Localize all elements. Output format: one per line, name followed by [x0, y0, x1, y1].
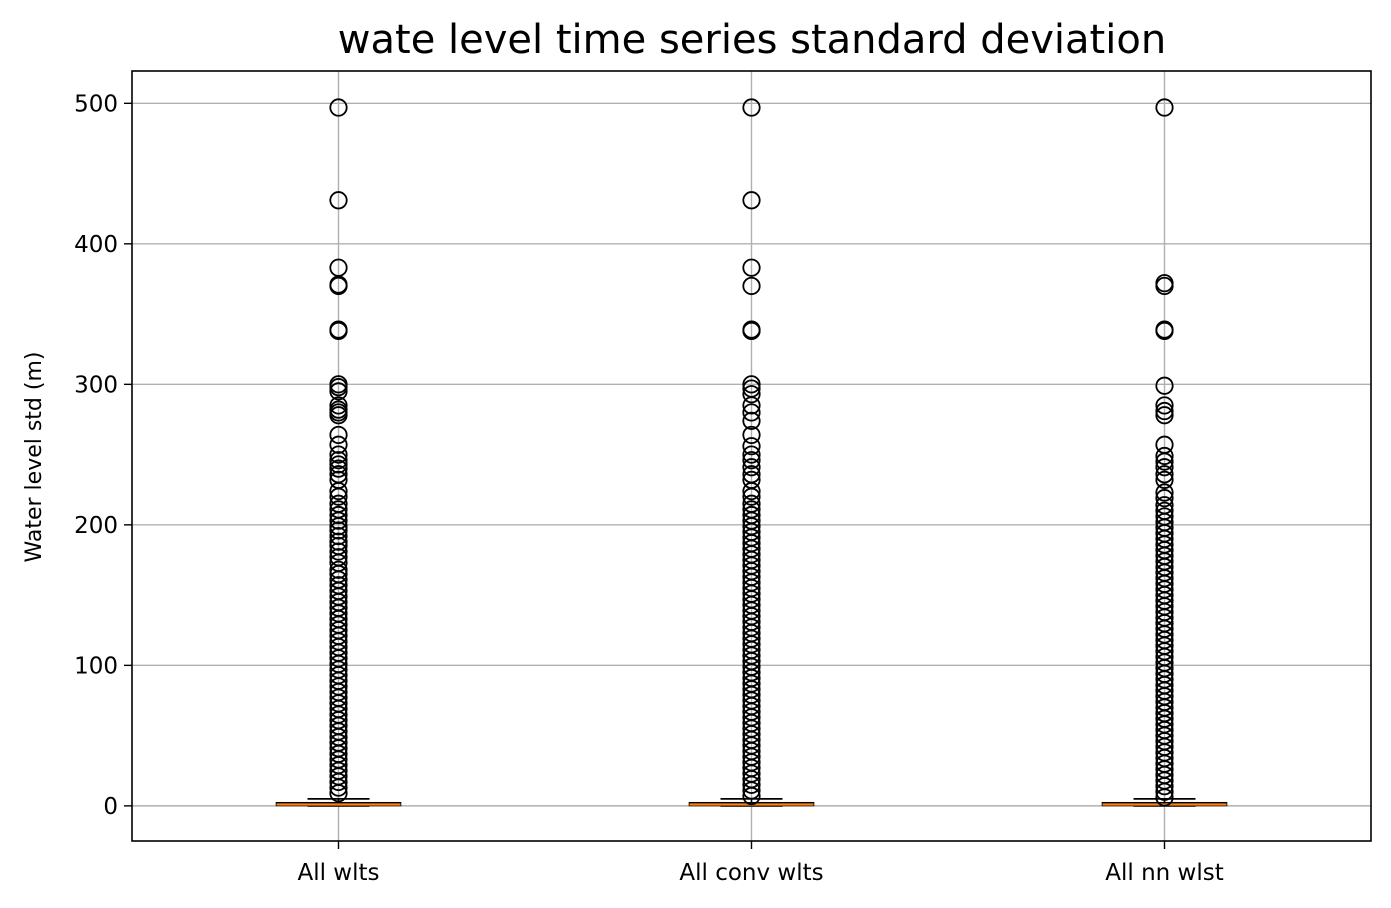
grid-lines — [132, 71, 1371, 841]
outlier-points — [329, 98, 1174, 807]
outlier-point — [329, 435, 348, 454]
outlier-point — [1155, 470, 1174, 489]
outlier-point — [329, 560, 348, 579]
outlier-point — [742, 411, 761, 430]
outlier-point — [742, 385, 761, 404]
outlier-point — [1155, 406, 1174, 425]
outliers-1 — [742, 98, 761, 806]
outlier-point — [329, 542, 348, 561]
outlier-point — [742, 781, 761, 800]
outlier-point — [742, 482, 761, 501]
outlier-point — [329, 191, 348, 210]
outlier-point — [329, 455, 348, 474]
outlier-point — [329, 521, 348, 540]
outlier-point — [1155, 396, 1174, 415]
plot-area-frame — [131, 70, 1372, 842]
outlier-point — [329, 451, 348, 470]
outlier-point — [329, 459, 348, 478]
outlier-point — [329, 98, 348, 117]
outlier-point — [329, 487, 348, 506]
outlier-point — [742, 98, 761, 117]
outlier-point — [1155, 446, 1174, 466]
outlier-point — [1155, 458, 1174, 477]
outlier-point — [1155, 777, 1174, 796]
y-tick-label: 100 — [74, 653, 118, 679]
outlier-point — [1155, 98, 1174, 117]
y-tick-label: 300 — [74, 372, 118, 398]
outlier-point — [1155, 483, 1174, 502]
outlier-point — [329, 526, 348, 546]
outlier-point — [329, 425, 348, 445]
outlier-point — [1155, 489, 1174, 508]
outlier-point — [742, 403, 761, 422]
chart-title: wate level time series standard deviatio… — [338, 17, 1166, 63]
outlier-point — [329, 517, 348, 536]
outlier-point — [329, 482, 348, 501]
x-tick-label: All conv wlts — [679, 860, 823, 886]
outlier-point — [742, 445, 761, 464]
outlier-point — [742, 396, 761, 415]
outlier-point — [742, 451, 761, 470]
outlier-point — [1155, 452, 1174, 471]
outlier-point — [329, 321, 348, 341]
outlier-point — [1155, 376, 1174, 395]
outliers-2 — [1155, 98, 1174, 807]
y-tick-label: 200 — [74, 513, 118, 539]
outlier-point — [742, 437, 761, 456]
y-tick-label: 0 — [103, 794, 118, 820]
outlier-point — [329, 406, 348, 425]
outlier-point — [742, 775, 761, 794]
outlier-point — [1155, 788, 1174, 807]
y-tick-label: 400 — [74, 232, 118, 258]
outlier-point — [742, 276, 761, 296]
outlier-point — [742, 487, 761, 506]
x-tick-label: All nn wlst — [1105, 860, 1224, 886]
outlier-point — [329, 778, 348, 797]
y-tick-label: 500 — [74, 91, 118, 117]
outlier-point — [329, 772, 348, 792]
outlier-point — [742, 458, 761, 477]
outlier-point — [329, 511, 348, 530]
outlier-point — [1155, 321, 1174, 341]
outlier-point — [1155, 465, 1174, 484]
outlier-point — [742, 191, 761, 210]
outlier-point — [329, 445, 348, 464]
outlier-point — [1155, 401, 1174, 421]
x-tick-label: All wlts — [297, 860, 379, 886]
outlier-point — [329, 276, 348, 296]
outlier-point — [742, 321, 761, 341]
outlier-point — [329, 505, 348, 525]
outlier-point — [329, 378, 348, 397]
outlier-point — [329, 396, 348, 415]
outlier-point — [1155, 276, 1174, 296]
outlier-point — [742, 375, 761, 394]
outlier-point — [742, 258, 761, 277]
outlier-point — [329, 532, 348, 551]
axis-ticks: 0 100 200 300 400 500 All wlts All conv wlts All… — [74, 91, 1224, 886]
outlier-point — [329, 784, 348, 803]
outlier-point — [742, 425, 761, 445]
box-0 — [275, 797, 402, 807]
outlier-point — [329, 382, 348, 401]
y-axis-label: Water level std (m) — [22, 352, 47, 563]
outliers-0 — [329, 98, 348, 803]
outlier-point — [742, 786, 761, 806]
outlier-point — [1155, 782, 1174, 801]
